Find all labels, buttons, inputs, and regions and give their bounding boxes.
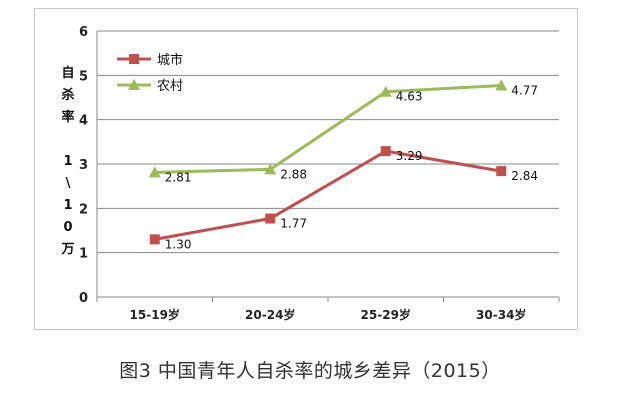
chart-frame: 0 1 2 3 4 5 6 15-19岁 20-24岁 25-29岁 30-34岁 自杀率 1 \ 1 0 万…	[34, 8, 578, 330]
x-tick-label-4: 30-34岁	[476, 307, 526, 322]
x-tick-label-2: 20-24岁	[245, 307, 295, 322]
y-tick-label-3: 3	[79, 158, 88, 173]
marker-rural-3	[379, 85, 392, 97]
series-line-rural	[154, 84, 502, 174]
marker-rural-2	[264, 163, 277, 175]
legend-label-city: 城市	[157, 52, 183, 68]
y-tick-label-1: 1	[79, 247, 88, 262]
data-label-city-3: 3.29	[396, 149, 423, 163]
data-label-rural-4: 4.77	[511, 84, 538, 98]
y-axis-label-char-9: 万	[60, 242, 74, 257]
y-tick-label-5: 5	[79, 69, 88, 84]
data-label-rural-1: 2.81	[165, 170, 192, 184]
marker-rural-1	[148, 166, 161, 178]
marker-city-1	[149, 234, 160, 245]
marker-city-2	[265, 213, 276, 224]
y-axis-label-char-2: 杀	[61, 87, 74, 103]
figure-caption: 图3 中国青年人自杀率的城乡差异（2015）	[119, 360, 501, 382]
y-tick-label-0: 0	[79, 291, 88, 306]
data-label-rural-2: 2.88	[280, 167, 307, 181]
y-axis-label-char-1: 自	[61, 65, 74, 81]
data-label-city-1: 1.30	[165, 237, 192, 251]
data-label-rural-3: 4.63	[396, 90, 423, 104]
grid-layer	[97, 30, 559, 254]
y-axis-label-char-8: 0	[63, 220, 72, 235]
series-layer: 1.30 1.77 3.29 2.84 2.81 2.88 4.63 4.77	[148, 79, 538, 251]
x-tick-label-3: 25-29岁	[361, 307, 411, 322]
legend-marker-rural	[128, 79, 140, 90]
y-axis-label-char-6: \	[66, 176, 71, 191]
marker-city-4	[496, 166, 507, 177]
y-axis-label-char-3: 率	[61, 109, 74, 125]
y-axis-label-char-5: 1	[63, 154, 72, 169]
legend-marker-city	[129, 54, 139, 64]
marker-city-3	[380, 146, 391, 157]
y-tick-label-4: 4	[79, 114, 88, 129]
legend-label-rural: 农村	[157, 79, 183, 94]
y-axis-label: 自杀率 1 \ 1 0 万	[60, 65, 74, 257]
x-tick-label-1: 15-19岁	[130, 307, 180, 322]
data-label-city-4: 2.84	[511, 169, 538, 183]
axis-layer: 0 1 2 3 4 5 6 15-19岁 20-24岁 25-29岁 30-34岁	[79, 25, 560, 322]
data-label-city-2: 1.77	[280, 217, 307, 231]
y-axis-label-char-7: 1	[63, 198, 72, 213]
y-tick-label-6: 6	[79, 25, 88, 40]
y-tick-label-2: 2	[79, 202, 88, 217]
series-line-city	[154, 149, 502, 241]
marker-rural-4	[495, 79, 508, 91]
